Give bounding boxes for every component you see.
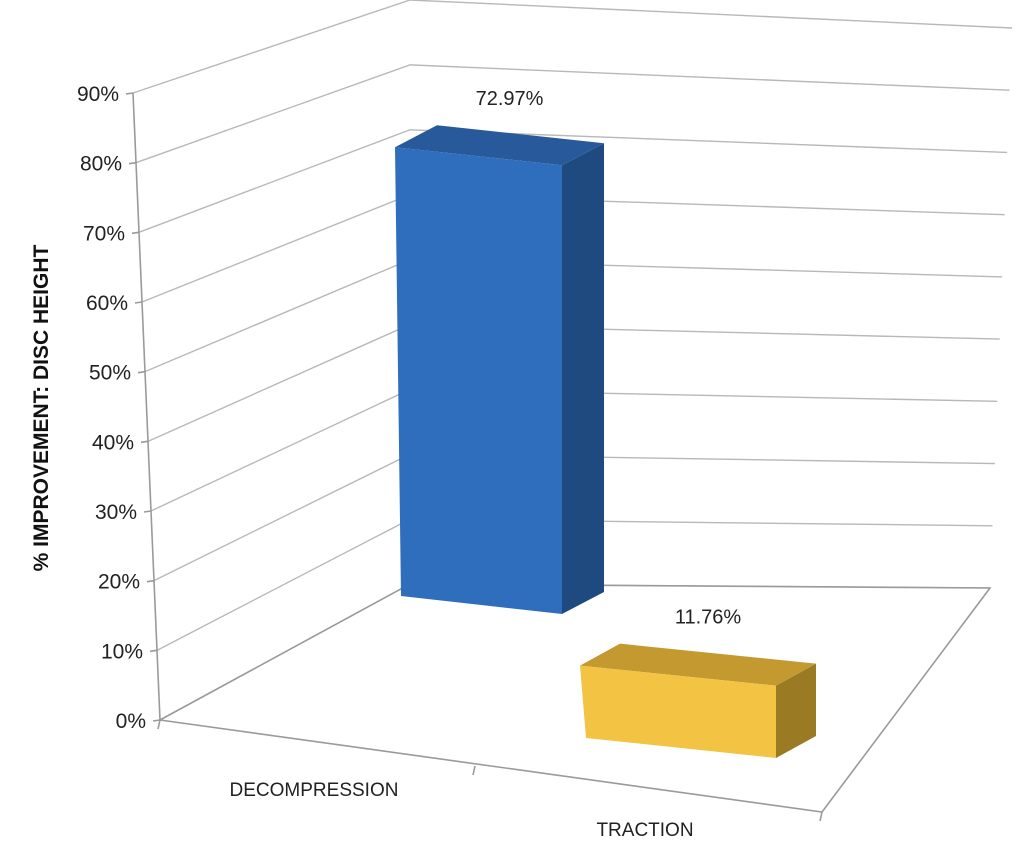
- bar-top: [395, 125, 604, 166]
- y-tick-label: 10%: [101, 640, 143, 663]
- axes: [125, 92, 992, 822]
- y-tick-label: 40%: [92, 431, 134, 454]
- y-axis-line: [132, 92, 161, 721]
- gridline: [138, 129, 1008, 233]
- y-axis-title: % IMPROVEMENT: DISC HEIGHT: [30, 244, 53, 571]
- data-label: 72.97%: [476, 88, 544, 110]
- x-category-label: TRACTION: [596, 820, 693, 841]
- x-tick: [819, 811, 823, 822]
- y-tick: [137, 370, 146, 374]
- x-tick: [157, 719, 161, 730]
- bar-top: [580, 643, 816, 686]
- y-tick-label: 70%: [83, 222, 125, 245]
- x-tick: [472, 765, 476, 776]
- floor: [160, 584, 990, 812]
- y-tick: [131, 231, 140, 235]
- y-tick-label: 30%: [95, 501, 137, 524]
- bar-front: [395, 147, 562, 614]
- floor-outline: [159, 583, 992, 813]
- y-tick: [128, 161, 137, 165]
- bar-traction: [580, 643, 816, 758]
- data-label: 11.76%: [675, 607, 742, 629]
- y-tick: [125, 92, 134, 95]
- y-tick-label: 50%: [89, 362, 131, 385]
- gridline: [135, 64, 1010, 164]
- y-tick-label: 80%: [80, 153, 122, 176]
- y-tick: [134, 301, 143, 304]
- bar-side: [562, 143, 604, 614]
- y-tick: [152, 719, 161, 722]
- y-tick-label: 90%: [77, 83, 119, 106]
- y-tick: [140, 440, 149, 444]
- x-category-label: DECOMPRESSION: [230, 780, 399, 801]
- bar-decompression: [395, 125, 604, 614]
- bar-front: [580, 665, 776, 758]
- y-tick-label: 20%: [98, 571, 140, 594]
- y-tick: [149, 649, 158, 653]
- bar-side: [776, 663, 816, 758]
- y-tick-label: 60%: [86, 292, 128, 315]
- bars: [395, 125, 816, 758]
- y-tick: [143, 510, 152, 513]
- labels: 0% 10% 20% 30% 40% 50% 60% 70% 80% 90% 72.97% 11.76…: [77, 83, 741, 841]
- y-tick: [146, 579, 155, 583]
- gridline: [132, 0, 1013, 94]
- y-tick-label: 0%: [116, 710, 146, 733]
